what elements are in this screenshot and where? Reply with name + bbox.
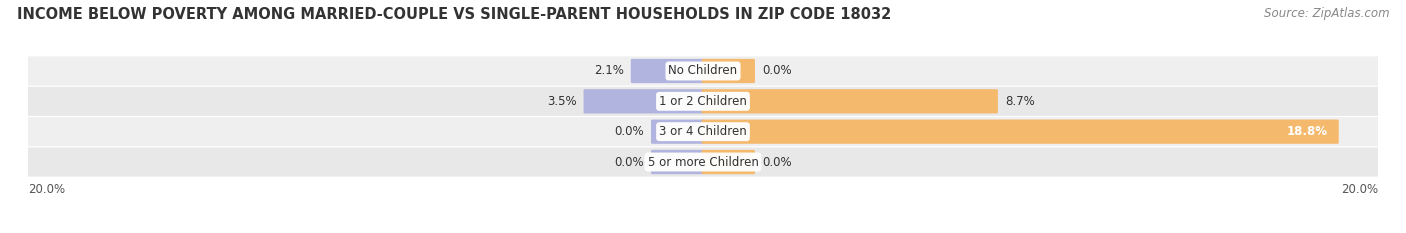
Text: 3.5%: 3.5%: [547, 95, 576, 108]
FancyBboxPatch shape: [651, 150, 704, 174]
Text: 20.0%: 20.0%: [1341, 183, 1378, 196]
Text: 3 or 4 Children: 3 or 4 Children: [659, 125, 747, 138]
FancyBboxPatch shape: [702, 120, 1339, 144]
Text: INCOME BELOW POVERTY AMONG MARRIED-COUPLE VS SINGLE-PARENT HOUSEHOLDS IN ZIP COD: INCOME BELOW POVERTY AMONG MARRIED-COUPL…: [17, 7, 891, 22]
FancyBboxPatch shape: [25, 117, 1381, 146]
Text: 0.0%: 0.0%: [614, 125, 644, 138]
FancyBboxPatch shape: [583, 89, 704, 113]
Text: Source: ZipAtlas.com: Source: ZipAtlas.com: [1264, 7, 1389, 20]
Text: 8.7%: 8.7%: [1005, 95, 1035, 108]
Text: 5 or more Children: 5 or more Children: [648, 155, 758, 168]
FancyBboxPatch shape: [651, 120, 704, 144]
Text: 18.8%: 18.8%: [1286, 125, 1327, 138]
Text: 0.0%: 0.0%: [762, 155, 792, 168]
FancyBboxPatch shape: [702, 150, 755, 174]
FancyBboxPatch shape: [702, 89, 998, 113]
FancyBboxPatch shape: [25, 87, 1381, 116]
Text: 20.0%: 20.0%: [28, 183, 65, 196]
FancyBboxPatch shape: [702, 59, 755, 83]
FancyBboxPatch shape: [25, 56, 1381, 86]
Text: 0.0%: 0.0%: [762, 65, 792, 78]
Text: 0.0%: 0.0%: [614, 155, 644, 168]
FancyBboxPatch shape: [25, 147, 1381, 177]
Text: No Children: No Children: [668, 65, 738, 78]
Text: 2.1%: 2.1%: [593, 65, 624, 78]
FancyBboxPatch shape: [631, 59, 704, 83]
Text: 1 or 2 Children: 1 or 2 Children: [659, 95, 747, 108]
